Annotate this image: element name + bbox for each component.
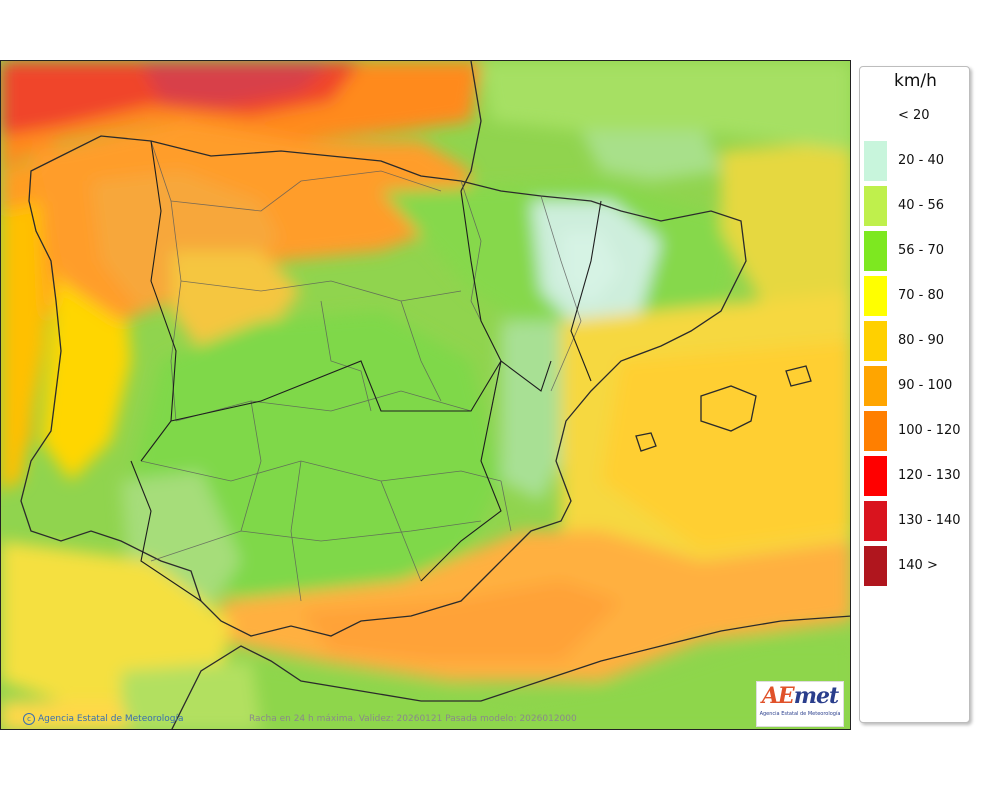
legend-label: 56 - 70 xyxy=(898,243,945,258)
map-canvas xyxy=(1,61,850,729)
legend-item: 40 - 56 xyxy=(864,186,968,226)
legend-item: 90 - 100 xyxy=(864,366,968,406)
legend-label: 70 - 80 xyxy=(898,288,945,303)
gust-field-zones xyxy=(1,61,850,729)
color-legend: km/h < 20 20 - 40 40 - 56 56 - 70 70 - 8… xyxy=(859,66,970,723)
legend-item: 120 - 130 xyxy=(864,456,968,496)
legend-item: 80 - 90 xyxy=(864,321,968,361)
legend-swatch xyxy=(864,411,887,451)
legend-item: 130 - 140 xyxy=(864,501,968,541)
legend-label: < 20 xyxy=(898,108,930,123)
legend-label: 20 - 40 xyxy=(898,153,945,168)
mallorca-coast xyxy=(700,385,757,432)
legend-item: 56 - 70 xyxy=(864,231,968,271)
legend-swatch xyxy=(864,456,887,496)
africa-coast xyxy=(171,615,850,729)
logo-met-letters: met xyxy=(793,683,839,709)
aemet-logo-subtext: Agencia Estatal de Meteorología xyxy=(759,711,841,717)
copyright-icon: c xyxy=(23,713,35,725)
aemet-logo-wordmark: AEmet xyxy=(757,682,843,710)
legend-item: 20 - 40 xyxy=(864,141,968,181)
legend-swatch xyxy=(864,321,887,361)
ibiza-coast xyxy=(635,432,657,452)
legend-label: 90 - 100 xyxy=(898,378,953,393)
legend-item: 70 - 80 xyxy=(864,276,968,316)
map-caption: Racha en 24 h máxima. Validez: 20260121 … xyxy=(249,714,577,724)
legend-swatch xyxy=(864,546,887,586)
autonomy-borders xyxy=(130,140,602,602)
agency-credit: c Agencia Estatal de Meteorología xyxy=(23,713,184,725)
aemet-logo: AEmet Agencia Estatal de Meteorología xyxy=(756,681,844,727)
legend-swatch xyxy=(864,141,887,181)
legend-unit: km/h xyxy=(894,71,937,91)
legend-label: 140 > xyxy=(898,558,938,573)
menorca-coast xyxy=(785,365,812,387)
logo-ae-letters: AE xyxy=(761,683,795,709)
legend-label: 130 - 140 xyxy=(898,513,961,528)
legend-swatch xyxy=(864,231,887,271)
legend-swatch xyxy=(864,276,887,316)
legend-item: 100 - 120 xyxy=(864,411,968,451)
legend-swatch xyxy=(864,501,887,541)
legend-label: 80 - 90 xyxy=(898,333,945,348)
legend-item: < 20 xyxy=(864,96,968,136)
legend-swatch xyxy=(864,366,887,406)
france-border xyxy=(460,61,482,192)
legend-label: 100 - 120 xyxy=(898,423,961,438)
legend-swatch xyxy=(864,96,887,136)
legend-label: 120 - 130 xyxy=(898,468,961,483)
legend-item: 140 > xyxy=(864,546,968,586)
legend-swatch xyxy=(864,186,887,226)
agency-credit-text: Agencia Estatal de Meteorología xyxy=(38,714,184,724)
legend-label: 40 - 56 xyxy=(898,198,945,213)
region-borders xyxy=(140,140,582,602)
wind-gust-map: c Agencia Estatal de Meteorología Racha e… xyxy=(0,60,851,730)
